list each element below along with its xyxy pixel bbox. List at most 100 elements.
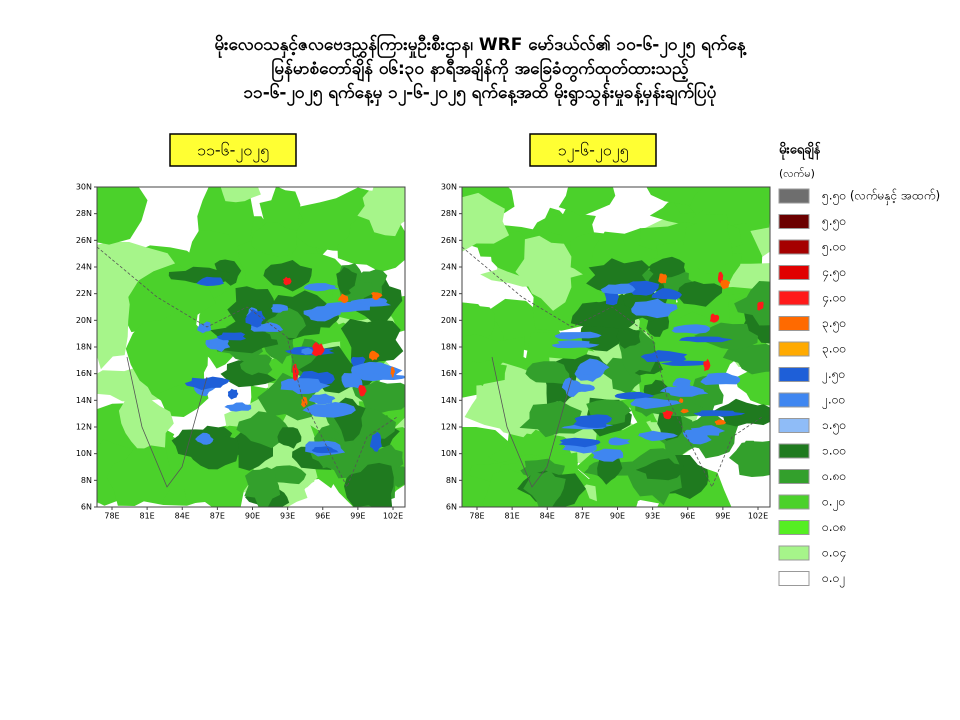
rain-area — [677, 281, 723, 307]
rain-area — [303, 306, 341, 322]
legend-label: ၀.၀၂ — [822, 571, 845, 588]
rain-area — [308, 393, 336, 405]
rain-area — [245, 309, 266, 328]
coastline — [97, 246, 398, 488]
lon-label: 90E — [610, 512, 625, 521]
legend-swatch — [778, 290, 810, 306]
rain-area — [282, 276, 292, 286]
rain-area — [689, 375, 724, 416]
rain-area — [302, 402, 356, 418]
lat-label: 28N — [76, 209, 92, 218]
rain-area — [197, 321, 212, 334]
legend-title: မိုးရေချိန် — [779, 141, 822, 161]
lon-label: 96E — [315, 512, 330, 521]
legend-unit: (လက်မ) — [779, 167, 815, 180]
lon-label: 78E — [469, 512, 484, 521]
legend-label: ၅.၀၀ — [822, 240, 846, 257]
rain-area — [573, 414, 612, 428]
rain-area — [638, 430, 678, 442]
rain-area — [118, 391, 174, 451]
rain-field — [462, 187, 770, 507]
legend-swatch — [778, 265, 810, 280]
coastline — [491, 356, 573, 488]
rain-area — [390, 366, 396, 378]
rain-area — [525, 361, 570, 385]
lat-label: 16N — [441, 369, 457, 378]
lat-label: 30N — [76, 183, 92, 192]
rain-area — [351, 361, 403, 378]
rain-area — [462, 302, 495, 340]
lat-label: 6N — [446, 503, 457, 512]
rain-area — [368, 187, 405, 237]
rain-area — [680, 408, 690, 414]
lat-label: 22N — [441, 289, 457, 298]
lon-label: 84E — [540, 512, 555, 521]
rain-area — [303, 283, 340, 292]
rain-area — [734, 281, 770, 326]
lon-label: 93E — [645, 512, 660, 521]
legend-label: ၀.၈၀ — [822, 469, 846, 483]
legend-swatch — [778, 443, 810, 459]
lat-label: 12N — [441, 423, 457, 432]
rain-area — [227, 388, 239, 400]
rain-area — [97, 187, 148, 245]
legend-swatch — [778, 367, 810, 382]
legend-swatch — [778, 341, 810, 357]
date-box — [529, 133, 657, 167]
legend-label: ၅.၅၀ — [822, 214, 846, 231]
rain-area — [555, 331, 602, 340]
rain-area — [220, 187, 261, 203]
lat-label: 28N — [441, 209, 457, 218]
lon-label: 102E — [383, 512, 403, 521]
rain-area — [195, 432, 214, 445]
rain-area — [358, 385, 367, 397]
lon-label: 81E — [140, 512, 155, 521]
legend-swatch — [778, 316, 810, 331]
lat-label: 10N — [76, 449, 92, 458]
rain-area — [515, 235, 572, 311]
rain-area — [196, 276, 225, 286]
title-line: မြန်မာစံတော်ချိန် ၀၆:၃၀ နာရီအချိန်ကို အခ… — [271, 59, 689, 79]
rain-area — [608, 437, 631, 446]
rain-area — [558, 437, 601, 448]
legend-label: ၀.၀၄ — [822, 546, 846, 563]
rain-area — [97, 284, 130, 370]
lat-label: 18N — [76, 343, 92, 352]
lat-label: 18N — [441, 343, 457, 352]
legend-label: ၄.၅၀ — [822, 265, 846, 282]
rain-area — [703, 358, 711, 372]
lon-label: 99E — [350, 512, 365, 521]
lon-label: 99E — [715, 512, 730, 521]
rain-area — [462, 192, 510, 252]
legend-swatch — [778, 418, 810, 433]
rain-area — [694, 322, 758, 350]
date-label: ၁၁-၆-၂၀၂၅ — [197, 141, 269, 163]
lon-label: 87E — [575, 512, 590, 521]
date-box — [169, 133, 297, 167]
legend-label: ၅.၅၀ (လက်မနှင့် အထက်) — [822, 188, 940, 206]
legend-swatch — [778, 571, 810, 586]
rain-area — [658, 273, 667, 284]
rain-area — [722, 342, 770, 375]
lat-label: 30N — [441, 183, 457, 192]
rain-area — [679, 336, 733, 343]
rain-area — [344, 462, 394, 507]
lat-label: 26N — [76, 236, 92, 245]
rain-area — [720, 279, 731, 290]
lat-label: 8N — [81, 476, 92, 485]
legend-label: ၁.၅၀ — [822, 418, 846, 435]
rain-area — [631, 298, 678, 319]
lat-label: 14N — [76, 396, 92, 405]
rain-area — [205, 336, 231, 352]
rain-area — [614, 391, 654, 400]
legend-swatch — [778, 188, 810, 204]
lat-label: 24N — [76, 263, 92, 272]
rain-area — [735, 369, 770, 406]
rain-area — [682, 429, 712, 445]
rain-area — [693, 410, 746, 417]
lat-label: 26N — [441, 236, 457, 245]
legend-label: ၄.၀၀ — [822, 291, 846, 308]
rain-area — [651, 288, 682, 300]
lat-label: 6N — [81, 503, 92, 512]
lat-label: 12N — [76, 423, 92, 432]
